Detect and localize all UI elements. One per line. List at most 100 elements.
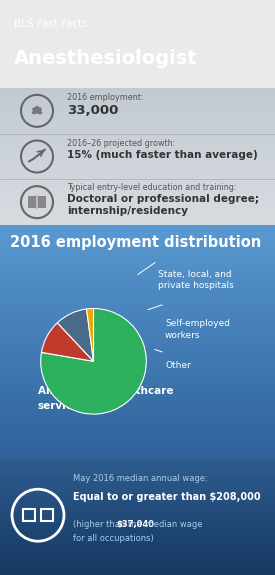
Bar xyxy=(0,568,275,569)
Bar xyxy=(0,532,275,534)
Bar xyxy=(0,392,275,394)
Bar xyxy=(0,286,275,289)
Bar xyxy=(0,466,275,467)
Bar xyxy=(0,373,275,375)
Bar xyxy=(0,508,275,509)
Bar xyxy=(0,499,275,500)
Bar xyxy=(0,263,275,265)
Bar xyxy=(0,106,275,107)
Bar xyxy=(0,113,275,114)
Bar xyxy=(0,363,275,366)
Bar xyxy=(0,209,275,210)
Bar xyxy=(0,406,275,408)
Bar xyxy=(0,371,275,373)
Bar xyxy=(0,174,275,176)
Bar xyxy=(0,221,275,223)
Bar xyxy=(0,145,275,147)
Bar xyxy=(0,482,275,483)
Bar xyxy=(0,485,275,486)
Text: 2016 employment:: 2016 employment: xyxy=(67,93,144,102)
Bar xyxy=(0,176,275,177)
Text: Other: Other xyxy=(165,361,191,370)
Bar xyxy=(0,423,275,425)
Bar xyxy=(0,566,275,567)
Bar xyxy=(0,305,275,307)
Bar xyxy=(0,345,275,347)
Text: Self-employed
workers: Self-employed workers xyxy=(165,319,230,340)
Bar xyxy=(0,95,275,96)
Bar xyxy=(0,229,275,232)
Text: Anesthesiologist: Anesthesiologist xyxy=(14,49,197,68)
Bar xyxy=(0,129,275,131)
Bar xyxy=(0,550,275,551)
Bar xyxy=(0,213,275,214)
Bar xyxy=(0,133,275,135)
Bar xyxy=(0,507,275,508)
Bar xyxy=(0,144,275,145)
Text: for all occupations): for all occupations) xyxy=(73,534,154,543)
Bar xyxy=(0,513,275,514)
Bar xyxy=(0,270,275,272)
Bar xyxy=(0,331,275,333)
Bar xyxy=(0,555,275,557)
Bar xyxy=(0,465,275,466)
Bar xyxy=(0,489,275,490)
Bar xyxy=(0,214,275,216)
Bar xyxy=(0,478,275,480)
Bar xyxy=(0,558,275,559)
Bar xyxy=(0,483,275,484)
Bar xyxy=(0,530,275,531)
Bar xyxy=(0,137,275,139)
Bar xyxy=(0,544,275,545)
Bar xyxy=(0,448,275,451)
Bar xyxy=(0,158,275,159)
Bar xyxy=(0,267,275,270)
Bar xyxy=(0,453,275,455)
Bar xyxy=(0,216,275,217)
Bar xyxy=(0,539,275,540)
Bar xyxy=(0,225,275,227)
Bar xyxy=(0,572,275,573)
Bar xyxy=(0,467,275,468)
Text: State, local, and
private hospitals: State, local, and private hospitals xyxy=(158,270,234,290)
Bar xyxy=(0,210,275,211)
Bar xyxy=(0,352,275,354)
Bar xyxy=(0,397,275,399)
Bar xyxy=(0,203,275,205)
Bar xyxy=(0,534,275,535)
Bar xyxy=(0,385,275,387)
Bar xyxy=(0,171,275,173)
Bar xyxy=(0,188,275,189)
Bar xyxy=(0,117,275,118)
Bar xyxy=(0,536,275,537)
Bar xyxy=(0,503,275,504)
Bar xyxy=(0,506,275,507)
Bar xyxy=(0,164,275,166)
Bar xyxy=(0,469,275,470)
Bar xyxy=(0,251,275,253)
Bar xyxy=(0,91,275,92)
Bar xyxy=(0,155,275,156)
Bar xyxy=(0,350,275,352)
Bar xyxy=(0,289,275,291)
Bar xyxy=(0,298,275,300)
Bar xyxy=(0,237,275,239)
Bar xyxy=(0,540,275,542)
Bar xyxy=(0,463,275,465)
Bar xyxy=(0,198,275,199)
Bar xyxy=(0,196,275,198)
Bar xyxy=(0,173,275,174)
Bar xyxy=(0,420,275,423)
Bar xyxy=(0,195,275,196)
Bar xyxy=(0,220,275,221)
Bar xyxy=(0,128,275,129)
Text: 2016 employment distribution: 2016 employment distribution xyxy=(10,235,261,250)
Bar xyxy=(0,491,275,492)
Bar xyxy=(0,319,275,321)
Bar xyxy=(0,493,275,494)
Wedge shape xyxy=(41,309,146,414)
Bar xyxy=(0,523,275,524)
Bar xyxy=(0,475,275,476)
Bar xyxy=(0,192,275,194)
Bar xyxy=(0,207,275,209)
